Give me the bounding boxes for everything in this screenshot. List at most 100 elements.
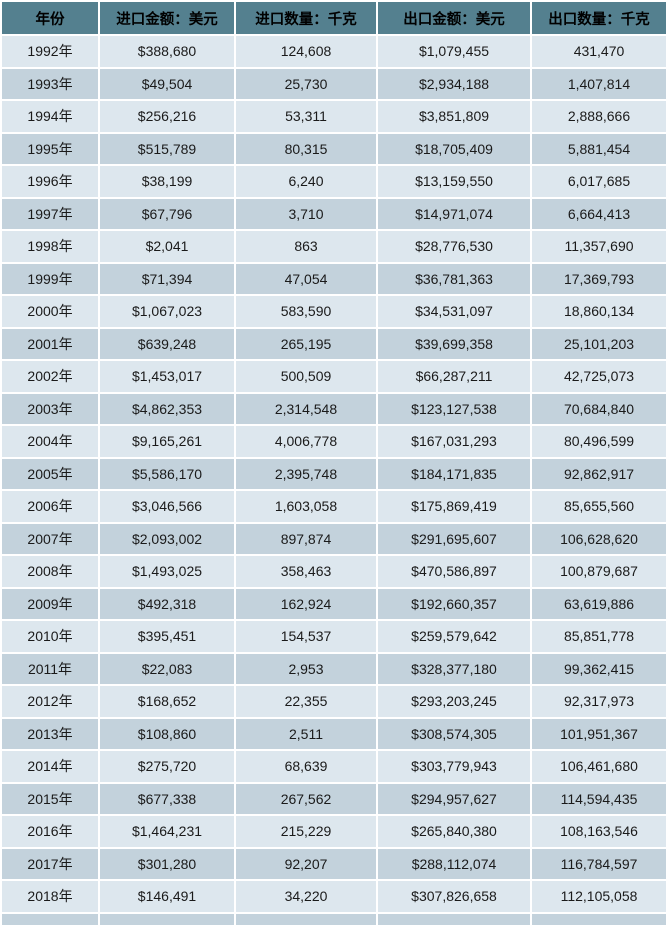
cell-export-value: $291,695,607 (378, 523, 530, 554)
table-row: 2014年 $275,720 68,639 $303,779,943 106,461,6… (2, 751, 666, 782)
cell-import-quantity: 25,730 (236, 68, 376, 99)
cell-export-value: $328,377,180 (378, 653, 530, 684)
table-row: 1999年 $71,394 47,054 $36,781,363 17,369,793 (2, 263, 666, 294)
table-row: 2016年 $1,464,231 215,229 $265,840,380 108,16… (2, 816, 666, 847)
cell-year: 2015年 (2, 783, 98, 814)
cell-import-value: $639,248 (100, 328, 234, 359)
table-row: 1998年 $2,041 863 $28,776,530 11,357,690 (2, 231, 666, 262)
cell-import-value: $5,586,170 (100, 458, 234, 489)
cell-import-quantity: 265,195 (236, 328, 376, 359)
cell-export-quantity: 5,881,454 (532, 133, 666, 164)
cell-import-value: $301,280 (100, 848, 234, 879)
table-row: 2006年 $3,046,566 1,603,058 $175,869,419 85,6… (2, 491, 666, 522)
cell-import-quantity: 267,562 (236, 783, 376, 814)
cell-year: 2009年 (2, 588, 98, 619)
table-row: 2013年 $108,860 2,511 $308,574,305 101,951,36… (2, 718, 666, 749)
table-row: 2017年 $301,280 92,207 $288,112,074 116,784,5… (2, 848, 666, 879)
cell-year: 1993年 (2, 68, 98, 99)
table-row: 2010年 $395,451 154,537 $259,579,642 85,851,7… (2, 621, 666, 652)
cell-import-value: $168,652 (100, 686, 234, 717)
cell-export-quantity: 18,860,134 (532, 296, 666, 327)
cell-year: 1992年 (2, 36, 98, 67)
cell-import-value: $1,453,017 (100, 361, 234, 392)
cell-import-value: $2,041 (100, 231, 234, 262)
cell-import-value: $38,199 (100, 166, 234, 197)
cell-year: 1997年 (2, 198, 98, 229)
cell-import-quantity: 124,608 (236, 36, 376, 67)
cell-year: 1995年 (2, 133, 98, 164)
table-row: 1996年 $38,199 6,240 $13,159,550 6,017,685 (2, 166, 666, 197)
cell-year: 2002年 (2, 361, 98, 392)
cell-import-value: $492,318 (100, 588, 234, 619)
table-row: 2011年 $22,083 2,953 $328,377,180 99,362,415 (2, 653, 666, 684)
cell-import-quantity: 2,314,548 (236, 393, 376, 424)
table-row: 2008年 $1,493,025 358,463 $470,586,897 100,87… (2, 556, 666, 587)
cell-year: 2014年 (2, 751, 98, 782)
cell-import-value: $256,216 (100, 101, 234, 132)
cell-export-value: $2,934,188 (378, 68, 530, 99)
table-row: 2001年 $639,248 265,195 $39,699,358 25,101,20… (2, 328, 666, 359)
cell-year: 2004年 (2, 426, 98, 457)
cell-export-quantity: 1,407,814 (532, 68, 666, 99)
cell-import-quantity: 500,509 (236, 361, 376, 392)
table-cell (532, 913, 666, 925)
table-row: 2004年 $9,165,261 4,006,778 $167,031,293 80,4… (2, 426, 666, 457)
cell-import-quantity: 22,355 (236, 686, 376, 717)
cell-year: 2003年 (2, 393, 98, 424)
cell-year: 2017年 (2, 848, 98, 879)
cell-export-quantity: 80,496,599 (532, 426, 666, 457)
table-cell (2, 913, 98, 925)
cell-export-quantity: 63,619,886 (532, 588, 666, 619)
cell-export-value: $34,531,097 (378, 296, 530, 327)
column-header-import-quantity: 进口数量：千克 (236, 2, 376, 34)
table-body: 1992年 $388,680 124,608 $1,079,455 431,470 199… (2, 36, 666, 912)
cell-year: 2011年 (2, 653, 98, 684)
cell-export-quantity: 92,317,973 (532, 686, 666, 717)
cell-import-value: $108,860 (100, 718, 234, 749)
cell-export-quantity: 11,357,690 (532, 231, 666, 262)
cell-export-quantity: 42,725,073 (532, 361, 666, 392)
cell-year: 1994年 (2, 101, 98, 132)
cell-import-value: $395,451 (100, 621, 234, 652)
cell-export-value: $303,779,943 (378, 751, 530, 782)
cell-export-quantity: 6,664,413 (532, 198, 666, 229)
cell-import-value: $49,504 (100, 68, 234, 99)
table-row: 2018年 $146,491 34,220 $307,826,658 112,105,0… (2, 881, 666, 912)
cell-import-value: $1,067,023 (100, 296, 234, 327)
column-header-export-quantity: 出口数量：千克 (532, 2, 666, 34)
cell-year: 2005年 (2, 458, 98, 489)
cell-export-quantity: 116,784,597 (532, 848, 666, 879)
cell-export-value: $293,203,245 (378, 686, 530, 717)
cell-import-value: $4,862,353 (100, 393, 234, 424)
table-row: 2007年 $2,093,002 897,874 $291,695,607 106,62… (2, 523, 666, 554)
cell-import-quantity: 47,054 (236, 263, 376, 294)
cell-export-quantity: 99,362,415 (532, 653, 666, 684)
cell-import-quantity: 154,537 (236, 621, 376, 652)
cell-import-quantity: 583,590 (236, 296, 376, 327)
cell-year: 2016年 (2, 816, 98, 847)
cell-year: 2007年 (2, 523, 98, 554)
cell-export-quantity: 85,655,560 (532, 491, 666, 522)
cell-year: 2012年 (2, 686, 98, 717)
cell-import-quantity: 897,874 (236, 523, 376, 554)
cell-import-value: $677,338 (100, 783, 234, 814)
cell-import-value: $2,093,002 (100, 523, 234, 554)
cell-import-quantity: 68,639 (236, 751, 376, 782)
cell-export-quantity: 17,369,793 (532, 263, 666, 294)
table-row: 2003年 $4,862,353 2,314,548 $123,127,538 70,6… (2, 393, 666, 424)
cell-export-value: $192,660,357 (378, 588, 530, 619)
cell-import-quantity: 215,229 (236, 816, 376, 847)
cell-import-value: $146,491 (100, 881, 234, 912)
cell-export-quantity: 92,862,917 (532, 458, 666, 489)
cell-import-value: $67,796 (100, 198, 234, 229)
cell-export-quantity: 114,594,435 (532, 783, 666, 814)
cell-import-quantity: 863 (236, 231, 376, 262)
cell-import-quantity: 34,220 (236, 881, 376, 912)
cell-year: 1996年 (2, 166, 98, 197)
table-row: 2002年 $1,453,017 500,509 $66,287,211 42,725,… (2, 361, 666, 392)
cell-year: 2013年 (2, 718, 98, 749)
cell-export-value: $36,781,363 (378, 263, 530, 294)
cell-year: 1998年 (2, 231, 98, 262)
cell-import-quantity: 358,463 (236, 556, 376, 587)
